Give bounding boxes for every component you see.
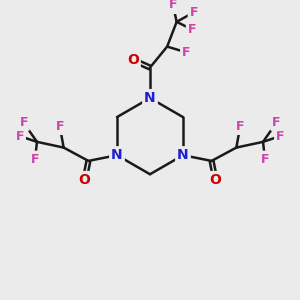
Text: F: F	[276, 130, 284, 142]
Text: F: F	[261, 152, 269, 166]
Text: N: N	[144, 91, 156, 105]
Text: F: F	[56, 120, 64, 133]
Text: F: F	[188, 23, 196, 36]
Text: F: F	[272, 116, 281, 129]
Text: N: N	[177, 148, 189, 162]
Text: F: F	[20, 116, 28, 129]
Text: N: N	[111, 148, 123, 162]
Text: F: F	[182, 46, 190, 59]
Text: F: F	[16, 130, 24, 142]
Text: O: O	[79, 173, 91, 187]
Text: O: O	[127, 53, 139, 67]
Text: F: F	[190, 6, 198, 19]
Text: O: O	[209, 173, 221, 187]
Text: F: F	[31, 152, 39, 166]
Text: F: F	[169, 0, 177, 11]
Text: F: F	[236, 120, 244, 133]
